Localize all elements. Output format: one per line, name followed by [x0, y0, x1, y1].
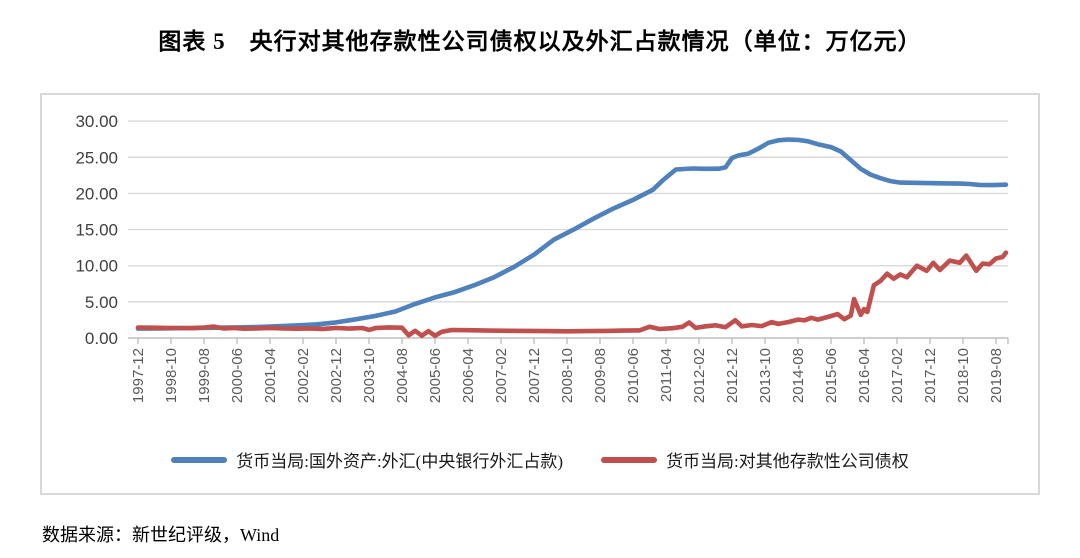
legend-label: 货币当局:对其他存款性公司债权 — [666, 452, 909, 471]
figure-title: 图表 5 央行对其他存款性公司债权以及外汇占款情况（单位：万亿元） — [158, 29, 922, 54]
x-tick-label: 2015-06 — [823, 348, 840, 403]
legend-item-0: 货币当局:国外资产:外汇(中央银行外汇占款) — [171, 447, 563, 472]
y-tick-label: 20.00 — [75, 184, 118, 203]
legend-line-swatch — [171, 456, 228, 463]
y-tick-label: 0.00 — [85, 329, 118, 348]
y-tick-label: 25.00 — [75, 148, 118, 167]
x-tick-label: 2003-10 — [361, 348, 378, 403]
x-tick-label: 2017-02 — [889, 348, 906, 403]
x-tick-label: 2018-10 — [955, 348, 972, 403]
x-tick-label: 2011-04 — [658, 348, 675, 402]
x-tick-label: 2002-02 — [295, 348, 312, 403]
x-tick-label: 2016-04 — [856, 348, 873, 403]
chart-svg: 0.00 5.00 10.00 15.00 20.00 25.00 30.00 1997-12… — [75, 112, 1009, 403]
y-tick-label: 10.00 — [75, 257, 118, 276]
y-tick-label: 15.00 — [75, 221, 118, 240]
x-tick-label: 2014-08 — [790, 348, 807, 403]
y-tick-label: 5.00 — [85, 293, 118, 312]
x-tick-label: 2004-08 — [394, 348, 411, 403]
x-tick-label: 2001-04 — [262, 348, 279, 403]
y-tick-label: 30.00 — [75, 112, 118, 131]
legend-line-swatch — [601, 456, 658, 463]
x-tick-label: 2002-12 — [328, 348, 345, 403]
x-tick-label: 2013-10 — [757, 348, 774, 403]
chart-frame: 0.00 5.00 10.00 15.00 20.00 25.00 30.00 1997-12… — [40, 93, 1040, 495]
x-tick-label: 2005-06 — [427, 348, 444, 403]
data-source-note: 数据来源：新世纪评级，Wind — [42, 525, 280, 545]
series-line-0 — [135, 137, 1009, 331]
chart-legend: 货币当局:国外资产:外汇(中央银行外汇占款) 货币当局:对其他存款性公司债权 — [42, 447, 1038, 472]
x-tick-label: 2000-06 — [229, 348, 246, 403]
x-tick-label: 2008-10 — [559, 348, 576, 403]
x-tick-label: 2006-04 — [460, 348, 477, 403]
legend-label: 货币当局:国外资产:外汇(中央银行外汇占款) — [236, 452, 564, 471]
x-tick-label: 2007-02 — [493, 348, 510, 403]
x-tick-label: 2012-02 — [691, 348, 708, 403]
x-tick-label: 2017-12 — [922, 348, 939, 403]
x-tick-label: 2009-08 — [592, 348, 609, 403]
legend-item-1: 货币当局:对其他存款性公司债权 — [601, 447, 909, 472]
x-tick-label: 1997-12 — [130, 348, 147, 403]
x-tick-label: 2007-12 — [526, 348, 543, 403]
series-line-1 — [135, 250, 1009, 339]
x-tick-label: 1998-10 — [163, 348, 180, 403]
x-tick-label: 2019-08 — [988, 348, 1005, 403]
x-tick-label: 2012-12 — [724, 348, 741, 403]
x-tick-label: 1999-08 — [196, 348, 213, 403]
x-tick-label: 2010-06 — [625, 348, 642, 403]
